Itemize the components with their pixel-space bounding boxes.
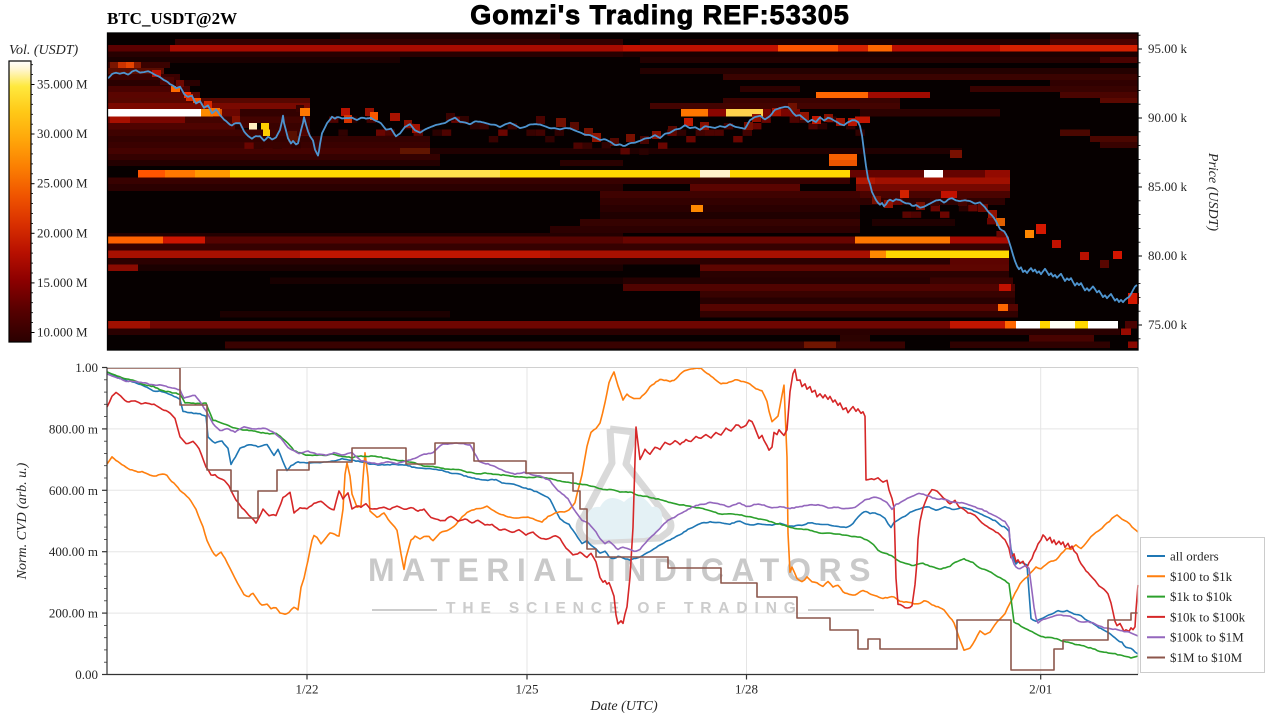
svg-text:400.00 m: 400.00 m xyxy=(49,544,98,559)
svg-text:$1k to $10k: $1k to $10k xyxy=(1170,589,1233,604)
svg-text:85.00 k: 85.00 k xyxy=(1148,179,1188,194)
svg-text:1/22: 1/22 xyxy=(295,682,318,697)
svg-text:30.000 M: 30.000 M xyxy=(37,126,88,141)
svg-text:MATERIAL INDICATORS: MATERIAL INDICATORS xyxy=(368,552,878,588)
svg-text:15.000 M: 15.000 M xyxy=(37,275,88,290)
svg-text:75.00 k: 75.00 k xyxy=(1148,317,1188,332)
svg-text:800.00 m: 800.00 m xyxy=(49,421,98,436)
svg-text:200.00 m: 200.00 m xyxy=(49,606,98,621)
svg-text:$1M to $10M: $1M to $10M xyxy=(1170,650,1243,665)
svg-text:35.000 M: 35.000 M xyxy=(37,77,88,92)
svg-text:600.00 m: 600.00 m xyxy=(49,483,98,498)
svg-text:Price (USDT): Price (USDT) xyxy=(1205,152,1220,231)
svg-text:90.00 k: 90.00 k xyxy=(1148,110,1188,125)
svg-text:95.00 k: 95.00 k xyxy=(1148,41,1188,56)
svg-text:0.00: 0.00 xyxy=(75,667,98,682)
svg-text:2/01: 2/01 xyxy=(1029,682,1052,697)
svg-text:20.000 M: 20.000 M xyxy=(37,225,88,240)
svg-text:10.000 M: 10.000 M xyxy=(37,325,88,340)
svg-text:1.00: 1.00 xyxy=(75,360,98,375)
svg-text:80.00 k: 80.00 k xyxy=(1148,248,1188,263)
svg-text:Norm. CVD (arb. u.): Norm. CVD (arb. u.) xyxy=(15,462,30,580)
svg-text:Gomzi's Trading REF:53305: Gomzi's Trading REF:53305 xyxy=(470,0,850,30)
svg-text:$10k to $100k: $10k to $100k xyxy=(1170,609,1246,624)
svg-text:1/25: 1/25 xyxy=(515,682,538,697)
svg-text:25.000 M: 25.000 M xyxy=(37,176,88,191)
svg-text:Date (UTC): Date (UTC) xyxy=(589,699,658,714)
svg-text:BTC_USDT@2W: BTC_USDT@2W xyxy=(107,9,237,28)
svg-text:THE SCIENCE OF TRADING: THE SCIENCE OF TRADING xyxy=(446,600,803,617)
svg-text:$100k to $1M: $100k to $1M xyxy=(1170,630,1244,645)
svg-text:$100 to $1k: $100 to $1k xyxy=(1170,569,1233,584)
svg-text:Vol. (USDT): Vol. (USDT) xyxy=(9,43,79,58)
svg-text:1/28: 1/28 xyxy=(735,682,758,697)
svg-text:all orders: all orders xyxy=(1170,549,1219,564)
